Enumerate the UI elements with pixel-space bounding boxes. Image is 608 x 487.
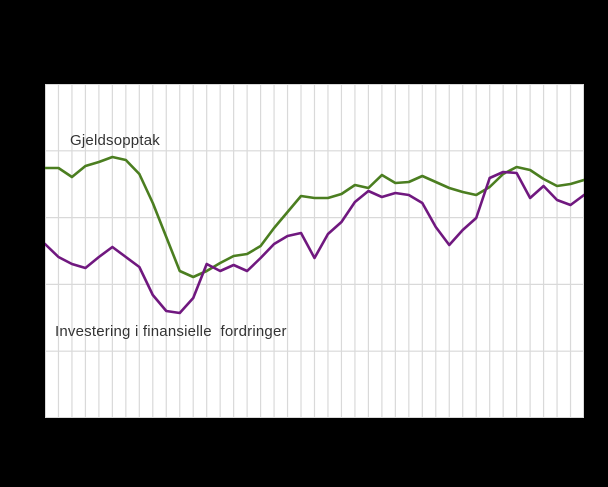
investering-series-label: Investering i finansielle fordringer bbox=[55, 323, 287, 340]
gjeldsopptak-series-label: Gjeldsopptak bbox=[70, 132, 160, 149]
gjeldsopptak-line bbox=[45, 155, 584, 279]
chart-svg bbox=[45, 84, 584, 418]
series-layer bbox=[45, 155, 584, 315]
plot-area: Gjeldsopptak Investering i finansielle f… bbox=[45, 84, 584, 418]
investering-line bbox=[45, 170, 584, 315]
gridlines-layer bbox=[45, 84, 584, 418]
